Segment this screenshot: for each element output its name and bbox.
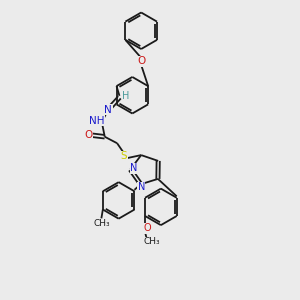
Text: H: H: [122, 91, 130, 101]
Text: NH: NH: [89, 116, 104, 126]
Text: S: S: [121, 151, 128, 161]
Text: O: O: [137, 56, 145, 66]
Text: N: N: [138, 182, 145, 192]
Text: N: N: [104, 105, 112, 115]
Text: CH₃: CH₃: [143, 237, 160, 246]
Text: O: O: [84, 130, 93, 140]
Text: CH₃: CH₃: [93, 219, 110, 228]
Text: O: O: [143, 224, 151, 233]
Text: N: N: [130, 163, 138, 173]
